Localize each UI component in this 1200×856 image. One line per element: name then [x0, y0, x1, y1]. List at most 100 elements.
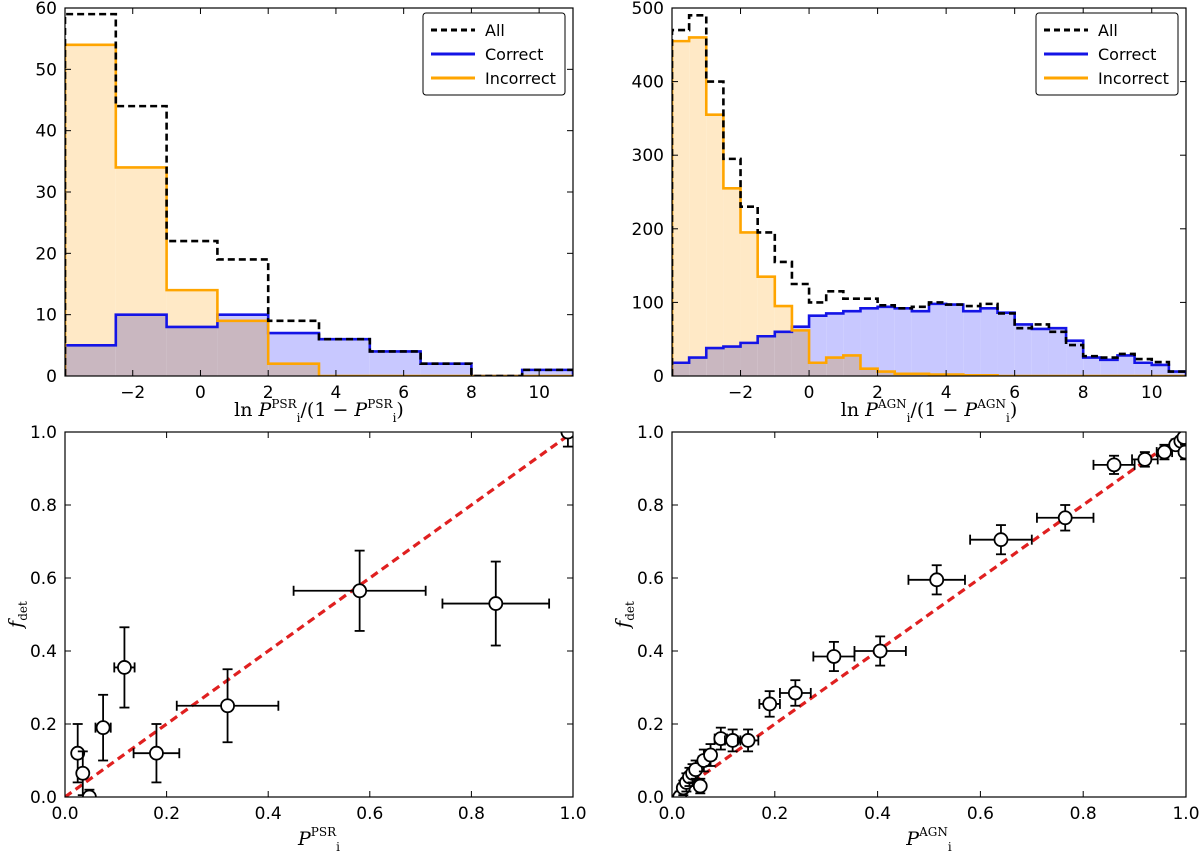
correct-fill-bin	[877, 306, 895, 372]
x-tick-label: 0	[804, 383, 815, 403]
x-axis-label-part: AGN	[976, 397, 1006, 411]
data-point-marker	[787, 685, 803, 701]
y-axis-label-part: det	[623, 601, 637, 621]
correct-fill-bin	[1168, 371, 1186, 376]
y-tick-label: 0.8	[637, 496, 664, 516]
data-point-marker	[95, 720, 111, 736]
x-tick-label: 0.2	[761, 804, 788, 824]
data-point-marker	[1157, 444, 1172, 460]
legend-label-incorrect: Incorrect	[1098, 69, 1169, 88]
correct-fill-bin	[946, 304, 964, 375]
data-point-marker	[762, 696, 778, 712]
x-tick-label: 0.6	[356, 804, 383, 824]
y-tick-label: 300	[632, 146, 664, 166]
plot-area	[672, 14, 1186, 376]
overlap-fill-bin	[774, 331, 792, 376]
x-tick-label: 6	[398, 383, 409, 403]
x-axis-label-part: i	[1006, 411, 1010, 425]
incorrect-step-line	[672, 36, 1186, 376]
data-point-group	[175, 668, 280, 744]
data-point-marker	[703, 747, 718, 763]
data-point-group	[81, 788, 97, 797]
data-point-group	[70, 723, 86, 784]
all-step-line	[672, 14, 1186, 376]
y-tick-label: 0.6	[30, 569, 57, 589]
correct-fill-bin	[1014, 324, 1032, 376]
plot-area	[65, 432, 573, 797]
x-axis-label-part: P	[905, 828, 920, 850]
data-point-group	[292, 549, 427, 632]
incorrect-fill-bin	[689, 37, 707, 358]
correct-fill-bin	[997, 312, 1015, 376]
y-tick-label: 500	[632, 0, 664, 19]
data-point-group	[132, 723, 181, 784]
overlap-fill-bin	[115, 314, 167, 376]
data-point-group	[1092, 454, 1136, 475]
correct-fill-bin	[420, 363, 472, 376]
data-point-group	[94, 693, 112, 762]
data-point-group	[560, 432, 573, 448]
y-tick-label: 100	[632, 293, 664, 313]
x-tick-label: 8	[466, 383, 477, 403]
x-axis-label-part: P	[258, 399, 273, 421]
incorrect-fill-bin	[706, 114, 724, 349]
y-tick-label: 30	[35, 183, 57, 203]
incorrect-fill-bin	[740, 232, 758, 343]
x-axis-label-part: i	[297, 411, 301, 425]
data-point-group	[441, 560, 551, 647]
data-point-marker	[826, 649, 842, 664]
overlap-fill-bin	[791, 330, 810, 376]
correct-fill-bin	[217, 314, 269, 321]
data-point-marker	[220, 698, 235, 714]
x-tick-label: 8	[1078, 383, 1089, 403]
correct-fill-bin	[1031, 328, 1049, 376]
y-tick-label: 0.0	[637, 788, 664, 808]
y-tick-label: 400	[632, 73, 664, 93]
x-axis-label-part: ln	[234, 399, 258, 421]
x-axis-label-part: /(1 −	[911, 399, 965, 421]
axes-frame	[671, 431, 1187, 798]
correct-fill-bin	[980, 308, 998, 376]
correct-fill-bin	[791, 326, 810, 331]
data-point-marker	[929, 572, 945, 588]
data-point-marker	[1176, 432, 1186, 445]
correct-step-line	[672, 302, 1186, 376]
correct-fill-bin	[1083, 357, 1101, 376]
x-axis-label-part: )	[1010, 399, 1017, 421]
x-tick-label: 0	[195, 383, 206, 403]
data-point-marker	[1177, 444, 1186, 460]
y-tick-label: 1.0	[637, 423, 664, 443]
incorrect-fill-bin	[757, 276, 775, 337]
overlap-fill-bin	[757, 336, 775, 376]
data-point-marker	[1106, 457, 1122, 473]
overlap-fill-bin	[672, 362, 690, 376]
x-tick-label: 0.6	[967, 804, 994, 824]
x-tick-label: 10	[528, 383, 550, 403]
correct-fill-bin	[1117, 355, 1135, 376]
data-point-group	[812, 640, 856, 672]
incorrect-fill-bin	[166, 290, 218, 327]
data-point-marker	[993, 532, 1009, 548]
overlap-fill-bin	[268, 363, 319, 376]
x-axis-label-part: PSR	[367, 397, 393, 411]
legend-label-incorrect: Incorrect	[485, 69, 556, 88]
data-point-group	[1036, 504, 1095, 532]
y-tick-label: 0	[46, 367, 57, 387]
x-axis-label: ln PAGNi/(1 − PAGNi)	[841, 397, 1018, 425]
x-tick-label: 1.0	[1172, 804, 1199, 824]
x-axis-label-part: i	[948, 840, 952, 854]
y-tick-label: 0.6	[637, 569, 664, 589]
y-tick-label: 20	[35, 244, 57, 264]
correct-fill-bin	[1100, 359, 1118, 376]
x-axis-label-part: P	[864, 399, 879, 421]
overlap-fill-bin	[843, 355, 861, 376]
x-tick-label: −2	[728, 383, 753, 403]
correct-fill-bin	[843, 311, 861, 356]
data-point-marker	[692, 778, 708, 794]
y-tick-label: 40	[35, 122, 57, 142]
legend-label-correct: Correct	[1098, 45, 1156, 64]
x-tick-label: 0.2	[153, 804, 180, 824]
data-point-group	[853, 635, 907, 667]
data-point-group	[1131, 451, 1159, 468]
